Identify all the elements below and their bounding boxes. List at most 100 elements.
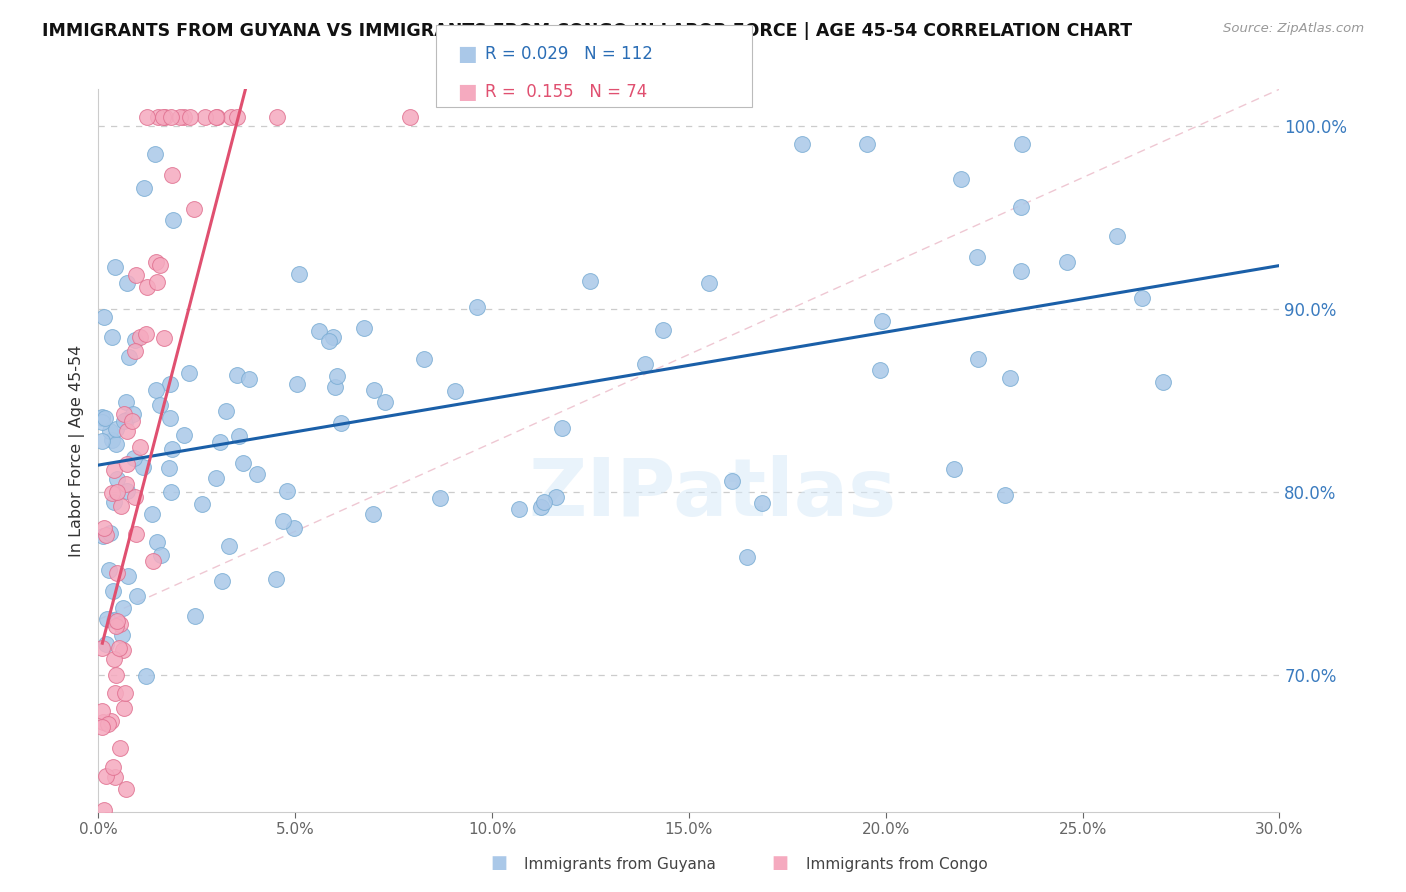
Point — [145, 255, 167, 269]
Point — [132, 180, 155, 194]
Point — [173, 428, 195, 442]
Point — [1010, 264, 1032, 278]
Point — [232, 456, 254, 470]
Point — [105, 668, 128, 682]
Point — [149, 258, 172, 272]
Point — [108, 740, 131, 755]
Point — [184, 609, 207, 624]
Point — [135, 326, 157, 341]
Text: ZIPatlas: ZIPatlas — [529, 455, 897, 533]
Text: R = 0.029   N = 112: R = 0.029 N = 112 — [485, 45, 652, 62]
Point — [124, 451, 146, 466]
Point — [160, 442, 183, 456]
Text: Immigrants from Guyana: Immigrants from Guyana — [524, 857, 716, 872]
Point — [994, 488, 1017, 502]
Point — [283, 521, 305, 535]
Point — [465, 300, 488, 314]
Point — [1056, 254, 1078, 268]
Point — [91, 529, 114, 543]
Point — [114, 395, 136, 409]
Point — [125, 527, 148, 541]
Point — [374, 394, 396, 409]
Point — [91, 815, 114, 830]
Point — [104, 619, 127, 633]
Point — [579, 274, 602, 288]
Point — [429, 491, 451, 506]
Point — [173, 110, 195, 124]
Point — [94, 637, 117, 651]
Point — [141, 508, 163, 522]
Point — [100, 714, 122, 729]
Point — [136, 279, 159, 293]
Point — [205, 110, 228, 124]
Point — [246, 467, 269, 481]
Point — [271, 515, 294, 529]
Point — [98, 425, 121, 439]
Point — [325, 379, 347, 393]
Point — [146, 275, 169, 289]
Point — [508, 502, 530, 516]
Point — [100, 329, 122, 343]
Point — [136, 110, 159, 124]
Point — [93, 803, 115, 817]
Point — [544, 490, 567, 504]
Point — [1152, 375, 1174, 389]
Point — [91, 704, 114, 718]
Point — [96, 717, 118, 731]
Point — [108, 641, 131, 656]
Point — [634, 357, 657, 371]
Point — [103, 260, 125, 275]
Text: ■: ■ — [457, 82, 477, 102]
Point — [159, 110, 181, 124]
Point — [211, 574, 233, 588]
Point — [869, 363, 891, 377]
Point — [330, 417, 353, 431]
Point — [124, 491, 146, 505]
Point — [790, 137, 813, 152]
Point — [208, 435, 231, 450]
Point — [169, 110, 191, 124]
Point — [96, 612, 118, 626]
Point — [1000, 371, 1022, 385]
Point — [117, 569, 139, 583]
Point — [533, 495, 555, 509]
Point — [322, 329, 344, 343]
Point — [870, 314, 893, 328]
Point — [142, 554, 165, 568]
Point — [101, 486, 124, 500]
Point — [96, 769, 118, 783]
Point — [363, 383, 385, 397]
Point — [104, 437, 127, 451]
Point — [129, 330, 152, 344]
Point — [228, 429, 250, 443]
Text: ■: ■ — [457, 44, 477, 63]
Point — [318, 334, 340, 349]
Point — [183, 202, 205, 216]
Point — [111, 628, 134, 642]
Point — [159, 411, 181, 425]
Point — [114, 823, 136, 838]
Point — [226, 110, 249, 124]
Point — [97, 563, 120, 577]
Point — [91, 641, 114, 656]
Point — [949, 172, 972, 186]
Point — [112, 414, 135, 428]
Point — [94, 823, 117, 838]
Text: ■: ■ — [491, 855, 508, 872]
Point — [91, 410, 114, 425]
Y-axis label: In Labor Force | Age 45-54: In Labor Force | Age 45-54 — [69, 344, 84, 557]
Point — [735, 550, 758, 565]
Point — [697, 277, 720, 291]
Text: Immigrants from Congo: Immigrants from Congo — [806, 857, 987, 872]
Point — [129, 440, 152, 454]
Point — [219, 110, 242, 124]
Point — [91, 415, 114, 429]
Point — [103, 494, 125, 508]
Point — [103, 463, 125, 477]
Point — [720, 474, 742, 488]
Point — [94, 823, 117, 838]
Point — [100, 525, 122, 540]
Point — [127, 589, 149, 603]
Point — [855, 137, 877, 152]
Point — [91, 720, 114, 734]
